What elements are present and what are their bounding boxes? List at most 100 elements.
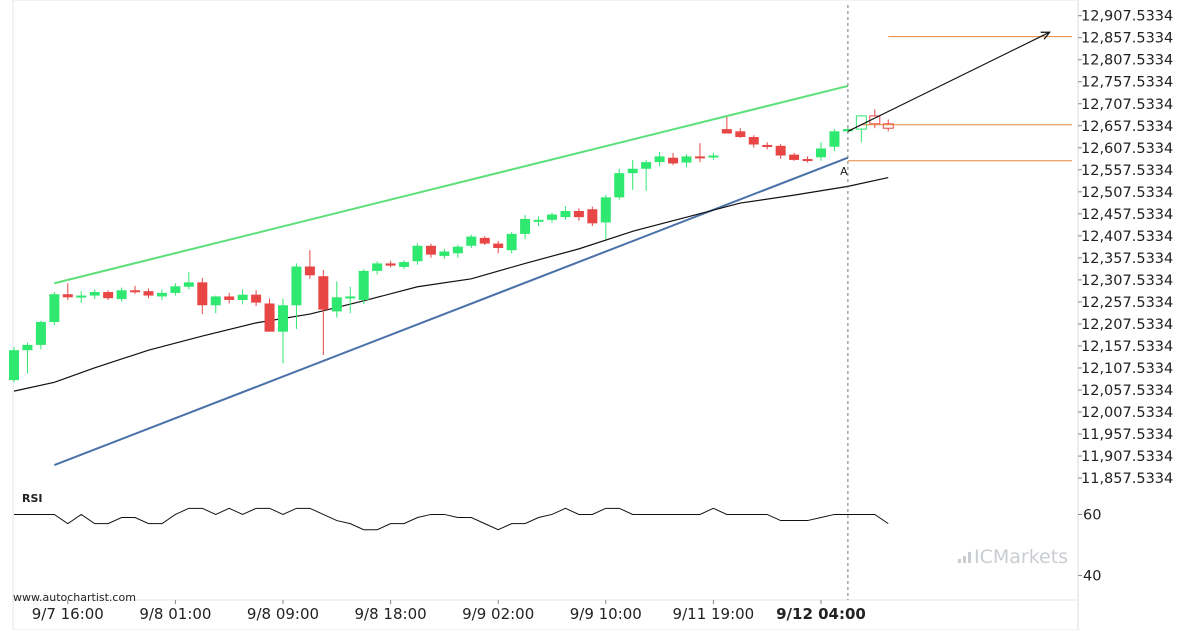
candle-body: [748, 137, 759, 145]
candle-body: [533, 219, 544, 222]
candle-body: [156, 292, 167, 297]
candle: [9, 347, 19, 383]
y-tick-label: 12,707.5334: [1081, 97, 1173, 113]
candle-body: [520, 218, 531, 234]
candle-body: [708, 155, 719, 158]
candle: [694, 143, 705, 163]
ghost-candle-body: [869, 115, 881, 125]
candle: [627, 159, 638, 190]
candle-body: [143, 291, 154, 296]
candle: [49, 292, 60, 326]
rsi-line: [14, 507, 889, 531]
candle: [654, 152, 665, 167]
candle-body: [573, 211, 584, 218]
candle: [600, 195, 611, 240]
candle-body: [116, 290, 127, 300]
candle: [789, 152, 800, 161]
candle-body: [372, 263, 383, 271]
candle: [278, 298, 288, 364]
candle: [183, 272, 194, 290]
ghost-candle: [882, 119, 894, 132]
candle-body: [493, 243, 504, 248]
candle: [721, 116, 732, 134]
candle-body: [614, 173, 625, 198]
candle-body: [412, 245, 423, 262]
candle: [116, 287, 127, 302]
candle: [89, 289, 100, 300]
candle: [439, 248, 450, 259]
y-tick-label: 12,307.5334: [1081, 273, 1173, 289]
candle-body: [224, 296, 235, 300]
brand-name: ICMarkets: [974, 546, 1068, 568]
candle: [399, 260, 410, 270]
candle-body: [439, 251, 450, 256]
candle-body: [76, 295, 87, 298]
watermark-text: www.autochartist.com: [13, 591, 136, 604]
candle-body: [304, 266, 315, 276]
y-tick-label: 12,157.5334: [1081, 339, 1173, 355]
candle-body: [641, 162, 652, 169]
candle-body: [802, 159, 813, 162]
candle-body: [170, 286, 181, 293]
moving-average-line: [13, 176, 889, 392]
candle: [587, 206, 598, 226]
candle: [358, 269, 369, 304]
candle-body: [547, 214, 557, 220]
candle: [264, 298, 275, 332]
candle: [802, 156, 813, 163]
ghost-candle-body: [882, 123, 894, 129]
y-tick-label: 11,857.5334: [1081, 471, 1173, 487]
x-tick-label: 9/11 19:00: [673, 605, 755, 623]
candle-body: [506, 233, 517, 251]
candle-body: [735, 131, 746, 138]
candle: [170, 283, 181, 296]
y-tick-label: 12,457.5334: [1081, 207, 1173, 223]
candle: [735, 128, 746, 138]
candle-body: [358, 270, 369, 300]
y-tick-label: 12,507.5334: [1081, 185, 1173, 201]
x-tick-label: 9/8 09:00: [247, 605, 319, 623]
candle: [210, 295, 221, 314]
candle: [573, 208, 584, 221]
candle: [35, 320, 46, 350]
pattern-point-label: A: [840, 165, 848, 178]
candle: [479, 236, 490, 245]
candle-body: [829, 131, 840, 147]
candle: [372, 261, 383, 275]
candle-body: [600, 197, 611, 223]
candle: [62, 283, 73, 300]
candle-body: [627, 168, 638, 174]
y-tick-label: 12,657.5334: [1081, 119, 1173, 135]
candle: [466, 234, 477, 248]
y-tick-label: 12,357.5334: [1081, 251, 1173, 267]
y-tick-label: 12,257.5334: [1081, 295, 1173, 311]
candle-body: [237, 294, 248, 300]
candle: [197, 277, 208, 315]
brand-logo: ICMarkets: [958, 546, 1068, 568]
candle-body: [9, 350, 19, 381]
candle-body: [183, 282, 194, 287]
moving-average-layer: [13, 176, 889, 392]
overlay-layer: A: [840, 5, 1072, 600]
candle: [641, 159, 652, 191]
candle-body: [22, 344, 33, 351]
candle-body: [762, 144, 773, 147]
candle-body: [291, 266, 302, 306]
candle-body: [197, 282, 208, 306]
candle: [143, 288, 154, 299]
candle: [412, 243, 423, 265]
candle: [506, 232, 517, 254]
rsi-layer: [14, 507, 889, 531]
candle-body: [721, 129, 732, 134]
candle-body: [560, 211, 571, 218]
candle: [533, 216, 544, 226]
candle: [237, 289, 248, 305]
x-tick-label: 9/8 18:00: [355, 605, 427, 623]
candles-layer: [9, 109, 894, 383]
y-tick-label: 11,957.5334: [1081, 427, 1173, 443]
candle: [681, 154, 692, 168]
rsi-tick-label: 60: [1083, 507, 1101, 523]
candle-body: [668, 157, 679, 164]
candle: [103, 290, 114, 300]
